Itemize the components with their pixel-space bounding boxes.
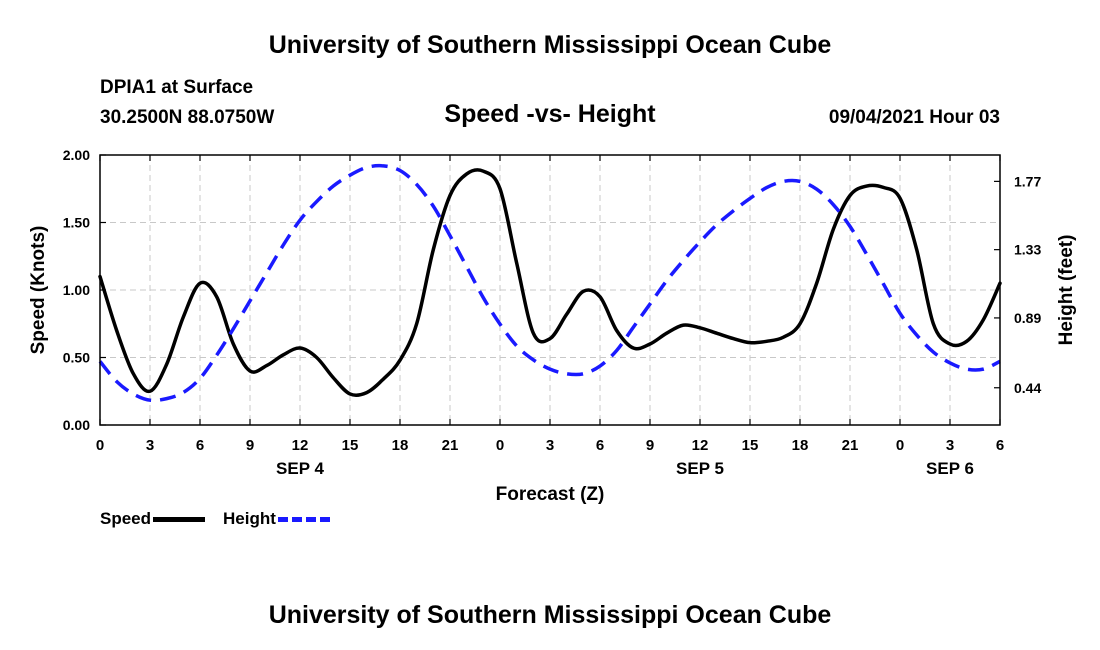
axes: 0 3 6 9 12 15 18 21 0 3 6 9 12 15 18 21 0 3 6 0.00 0.50 1.00 1…	[63, 147, 1042, 478]
x-tick-label: 21	[442, 437, 459, 454]
y-tick-label: 1.00	[63, 282, 90, 298]
y-right-tick-label: 0.89	[1014, 310, 1041, 326]
y-right-axis-label: Height (feet)	[1056, 235, 1077, 346]
x-tick-label: 15	[342, 437, 359, 454]
x-tick-label: 12	[692, 437, 709, 454]
y-axis-label: Speed (Knots)	[28, 226, 49, 355]
x-tick-label: 3	[546, 437, 554, 454]
x-tick-label: 6	[196, 437, 204, 454]
day-label: SEP 4	[276, 459, 324, 478]
footer-title: University of Southern Mississippi Ocean…	[268, 601, 832, 629]
y-tick-label: 1.50	[63, 215, 90, 231]
station-coords: 30.2500N 88.0750W	[100, 107, 275, 128]
legend-height-swatch	[277, 516, 330, 522]
y-right-tick-label: 1.77	[1014, 173, 1041, 189]
station-name: DPIA1 at Surface	[100, 77, 254, 98]
day-label: SEP 5	[676, 459, 724, 478]
page-title: University of Southern Mississippi Ocean…	[268, 31, 832, 59]
x-tick-label: 18	[392, 437, 409, 454]
legend-speed-swatch	[153, 516, 206, 522]
x-tick-label: 3	[946, 437, 954, 454]
x-tick-label: 9	[646, 437, 654, 454]
x-tick-label: 0	[96, 437, 104, 454]
x-tick-label: 3	[146, 437, 154, 454]
x-axis-label: Forecast (Z)	[496, 484, 605, 505]
chart-title: Speed -vs- Height	[444, 100, 656, 128]
x-tick-label: 21	[842, 437, 859, 454]
legend-height-label: Height	[223, 509, 276, 528]
series-line-speed	[98, 168, 1002, 398]
legend: Speed Height	[100, 508, 330, 530]
x-tick-label: 0	[496, 437, 504, 454]
x-tick-label: 15	[742, 437, 759, 454]
y-right-tick-label: 1.33	[1014, 242, 1041, 258]
x-tick-label: 18	[792, 437, 809, 454]
x-tick-label: 0	[896, 437, 904, 454]
y-tick-label: 2.00	[63, 147, 90, 163]
legend-speed-label: Speed	[100, 509, 152, 528]
forecast-datetime: 09/04/2021 Hour 03	[828, 107, 1000, 128]
y-tick-label: 0.50	[63, 350, 90, 366]
series-lines	[98, 163, 1002, 403]
x-tick-label: 6	[996, 437, 1004, 454]
x-tick-label: 6	[596, 437, 604, 454]
x-tick-label: 9	[246, 437, 254, 454]
y-right-tick-label: 0.44	[1014, 380, 1041, 396]
series-line-height	[98, 163, 1001, 403]
x-tick-label: 12	[292, 437, 309, 454]
grid-lines	[100, 155, 1000, 425]
y-tick-label: 0.00	[63, 417, 90, 433]
day-label: SEP 6	[926, 459, 974, 478]
